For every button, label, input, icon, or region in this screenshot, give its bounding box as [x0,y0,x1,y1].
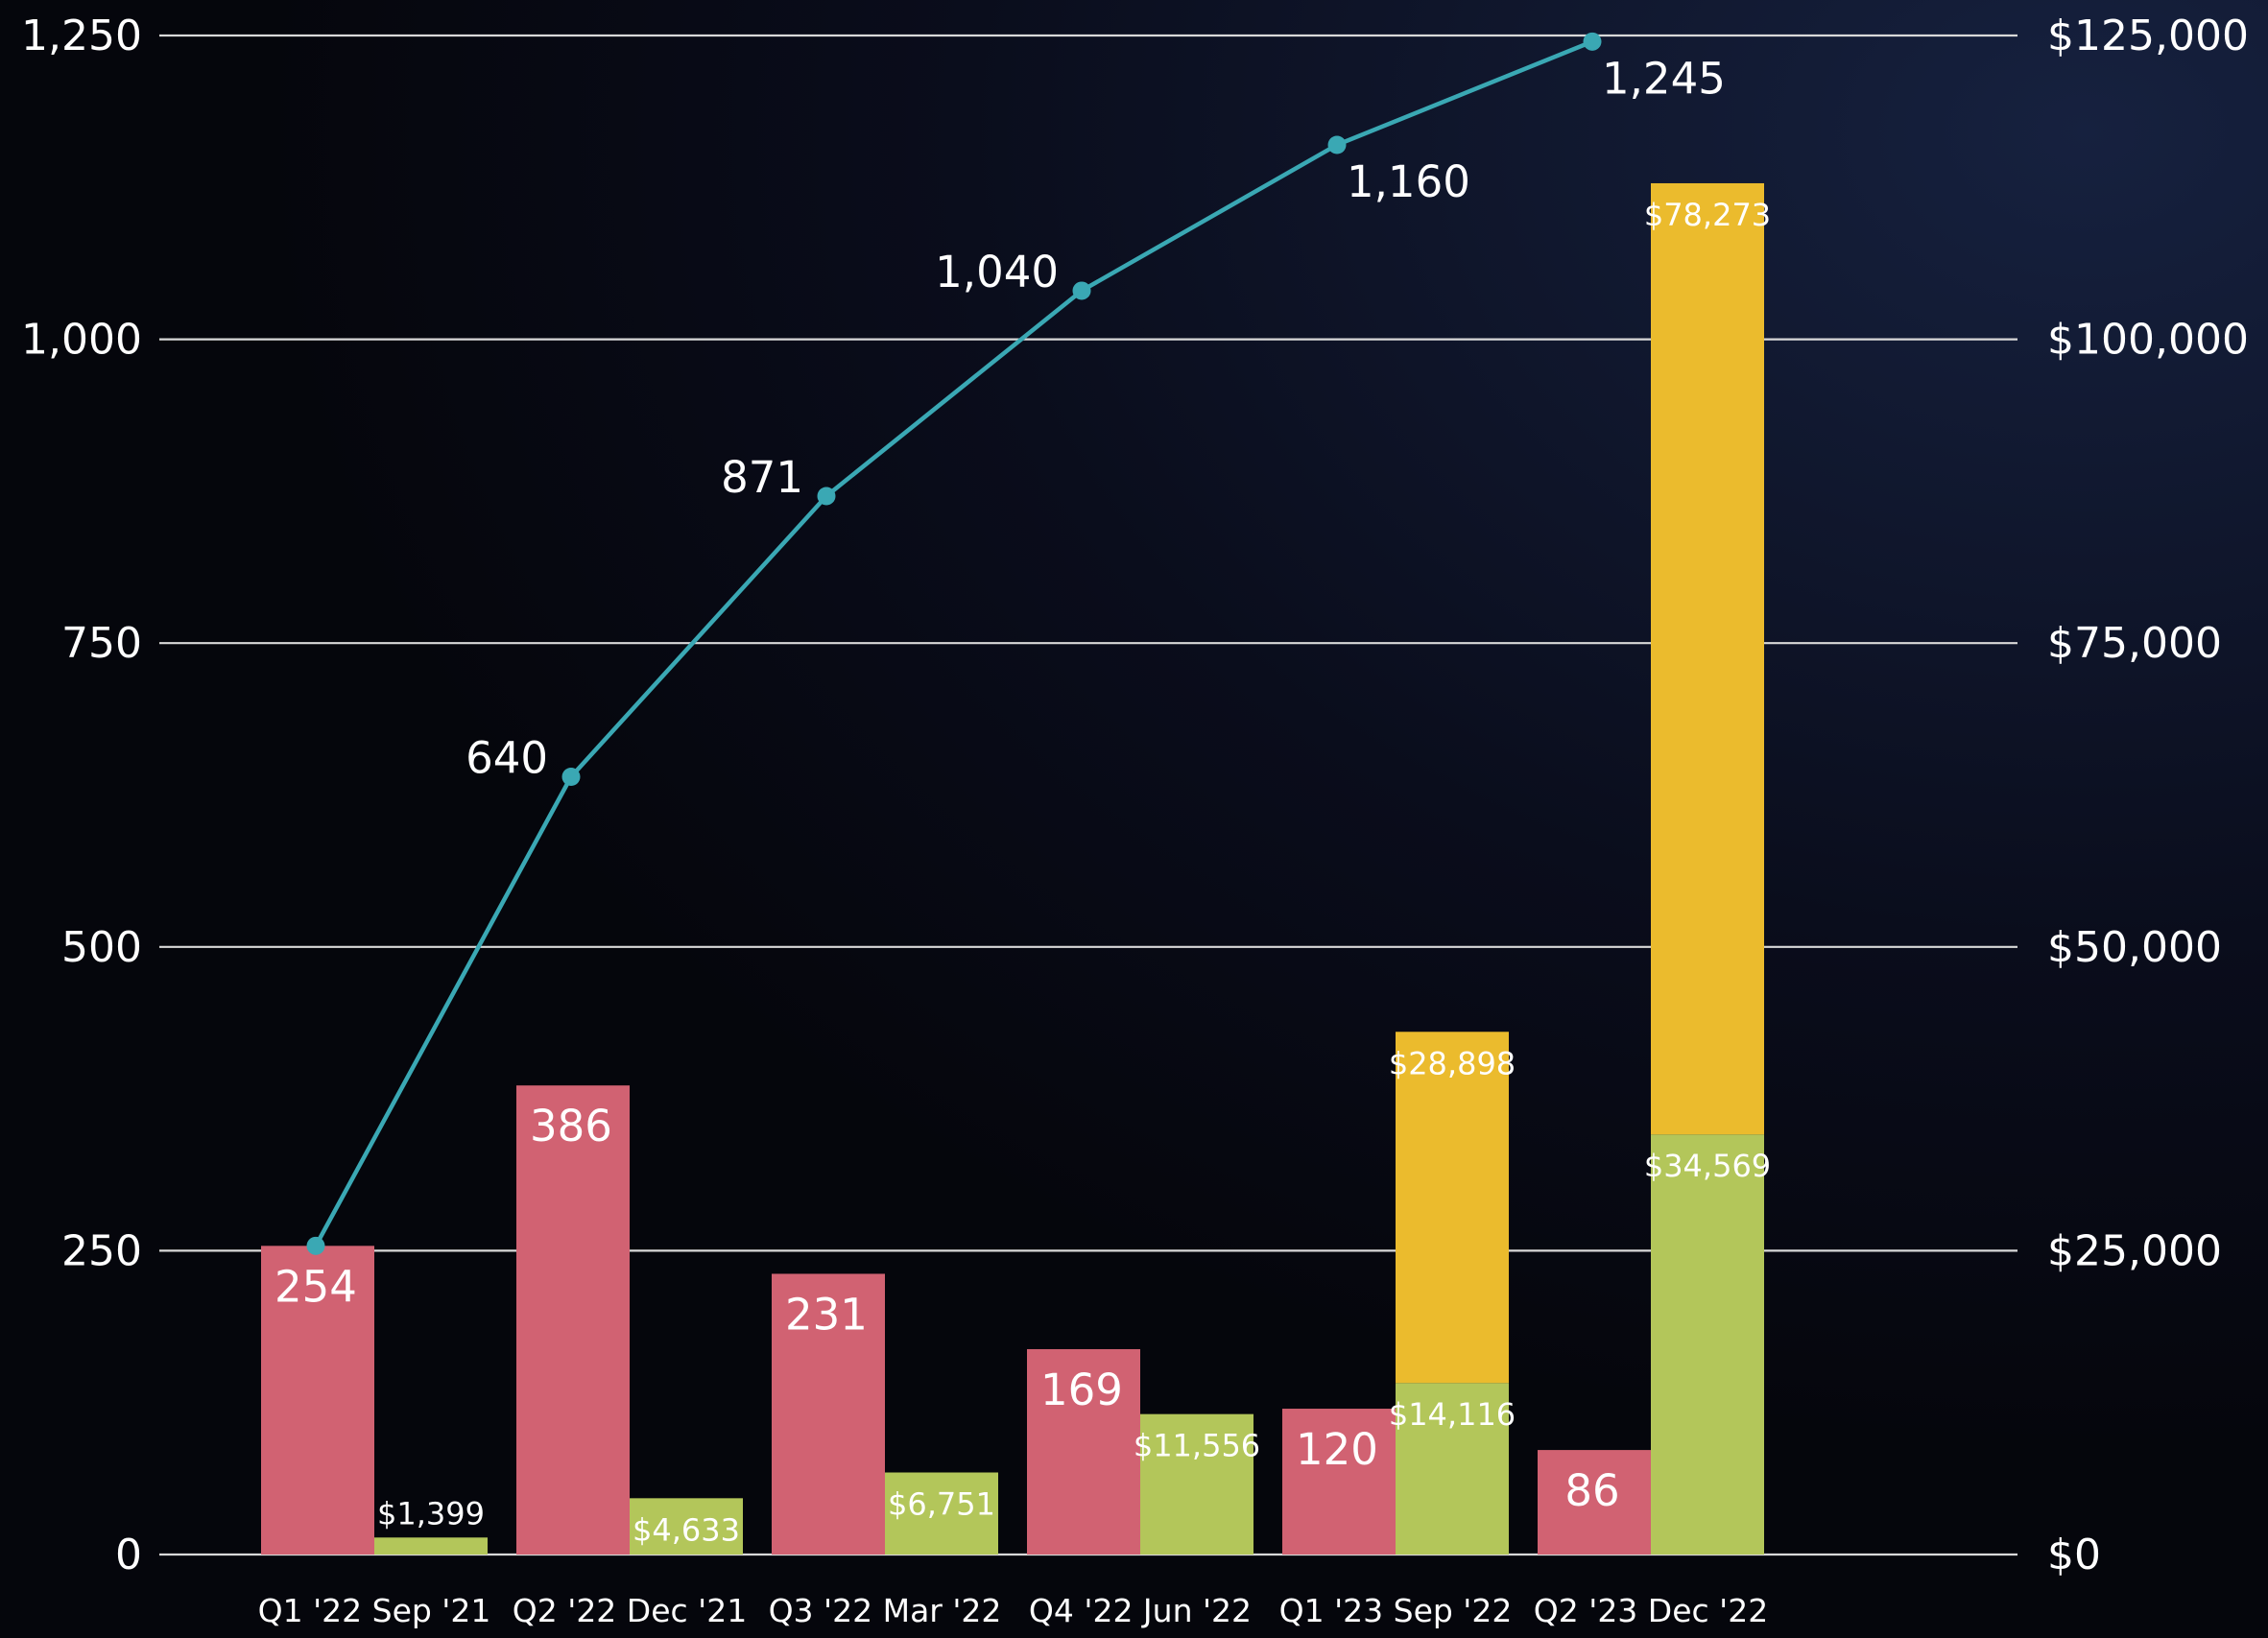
right-tick-label: $50,000 [2047,923,2222,972]
cumulative-line-label: 640 [466,733,548,784]
category-label: Q2 '23 Dec '22 [1534,1592,1768,1629]
revenue-yellow-bar [1651,182,1764,1135]
category-label: Q4 '22 Jun '22 [1029,1592,1252,1629]
bars [261,182,1764,1555]
count-bar-label: 169 [1040,1365,1123,1415]
left-tick-label: 750 [61,619,142,668]
revenue-yellow-bar [1396,1032,1509,1384]
revenue-green-bar [374,1537,488,1555]
count-bar [516,1085,630,1555]
revenue-green-bar [885,1472,998,1555]
revenue-green-label: $34,569 [1644,1148,1771,1184]
cumulative-line-label: 1,040 [935,247,1059,297]
cumulative-line-label: 871 [721,452,803,503]
category-label: Q2 '22 Dec '21 [513,1592,747,1629]
count-bar [261,1246,374,1555]
cumulative-line [306,32,1602,1255]
count-bar [1538,1450,1651,1555]
left-tick-label: 1,250 [21,12,142,60]
cumulative-line-path [314,39,1593,1247]
cumulative-line-label: 1,160 [1347,156,1470,207]
left-tick-label: 500 [61,923,142,972]
revenue-green-label: $1,399 [377,1495,485,1531]
right-axis-ticks: $0 $25,000 $50,000 $75,000 $100,000 $125,000 [2047,12,2249,1579]
left-tick-label: 1,000 [21,316,142,365]
revenue-green-bar [630,1498,743,1555]
count-bar-label: 120 [1296,1424,1378,1475]
count-bar [772,1273,885,1555]
count-bar-label: 254 [275,1261,357,1312]
cumulative-line-point [561,768,581,787]
cumulative-line-point [1327,135,1347,154]
left-tick-label: 250 [61,1226,142,1275]
category-label: Q1 '23 Sep '22 [1279,1592,1513,1629]
category-label: Q3 '22 Mar '22 [769,1592,1002,1629]
revenue-green-label: $6,751 [888,1486,995,1523]
revenue-green-bar [1396,1383,1509,1555]
left-tick-label: 0 [115,1531,142,1579]
category-label: Q1 '22 Sep '21 [258,1592,491,1629]
data-labels: 254 $1,399 386 $4,633 231 $6,751 169 $11,556 120… [275,53,1771,1548]
right-tick-label: $125,000 [2047,12,2249,60]
cumulative-line-point [306,1236,325,1255]
category-labels: Q1 '22 Sep '21 Q2 '22 Dec '21 Q3 '22 Mar '… [258,1592,1769,1629]
cumulative-line-label: 1,245 [1602,53,1726,104]
revenue-green-bar [1651,1134,1764,1555]
count-bar-label: 86 [1564,1465,1619,1516]
count-bar [1282,1409,1396,1555]
cumulative-line-point [1583,32,1602,51]
right-tick-label: $100,000 [2047,316,2249,365]
revenue-green-label: $4,633 [633,1511,740,1548]
right-tick-label: $75,000 [2047,619,2222,668]
count-bar-label: 386 [530,1101,612,1151]
revenue-yellow-label: $28,898 [1389,1045,1516,1081]
count-bar [1027,1348,1140,1555]
revenue-yellow-label: $78,273 [1644,197,1771,233]
right-tick-label: $25,000 [2047,1226,2222,1275]
revenue-green-bar [1140,1413,1253,1555]
left-axis-ticks: 0 250 500 750 1,000 1,250 [21,12,142,1579]
cumulative-line-point [817,487,836,506]
revenue-green-label: $11,556 [1134,1428,1260,1464]
revenue-green-label: $14,116 [1389,1396,1516,1433]
count-bar-label: 231 [785,1289,868,1340]
right-tick-label: $0 [2047,1531,2101,1579]
cumulative-line-point [1072,281,1091,300]
